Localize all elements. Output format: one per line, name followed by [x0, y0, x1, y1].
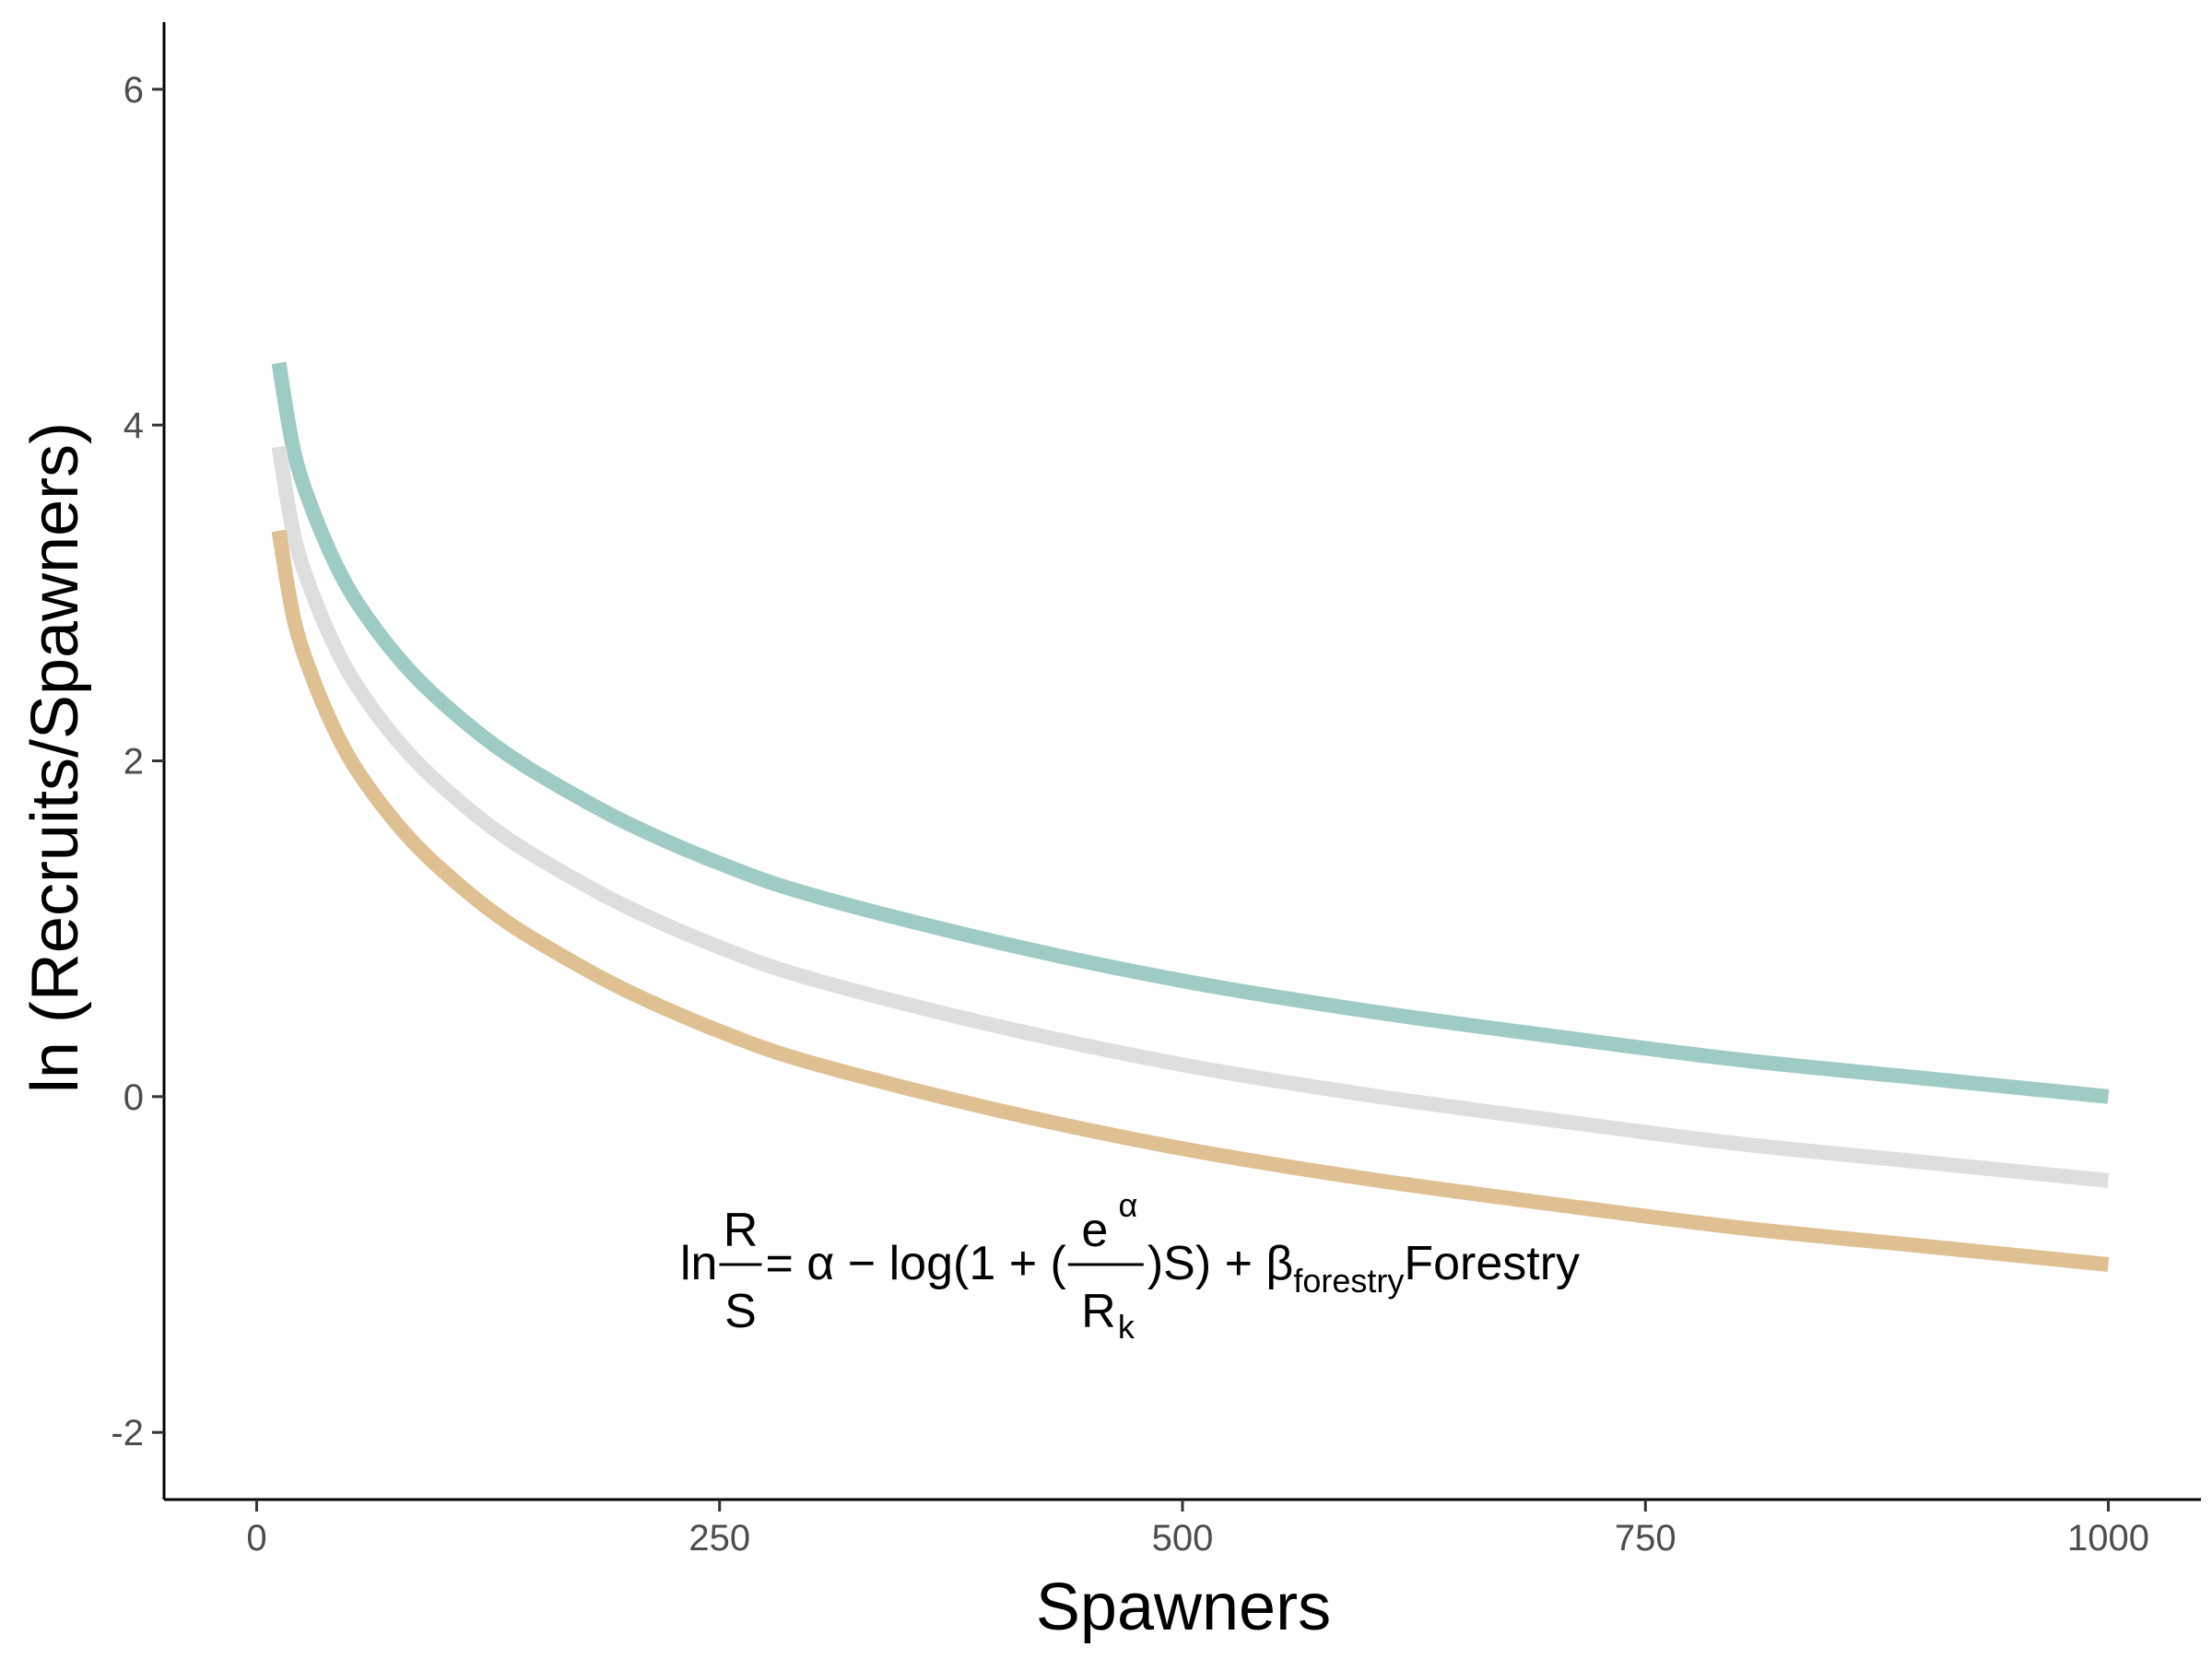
eq-beta-sub: forestry: [1293, 1262, 1404, 1300]
y-tick-label: -2: [111, 1413, 144, 1453]
series-line-2: [271, 445, 2110, 1188]
x-tick-label: 500: [1152, 1518, 1214, 1559]
eq-inner-numerator: e: [1081, 1204, 1108, 1257]
x-tick-label: 250: [688, 1518, 750, 1559]
y-ticks: -2 0 2 4 6: [111, 70, 164, 1453]
eq-frac-numerator: R: [724, 1204, 759, 1257]
eq-inner-numerator-sup: α: [1118, 1186, 1137, 1224]
x-tick-label: 750: [1615, 1518, 1677, 1559]
series-layer: [271, 361, 2110, 1272]
y-axis-title: ln (Recruits/Spawners): [18, 422, 92, 1093]
eq-frac-denominator: S: [724, 1285, 757, 1338]
y-tick-label: 0: [124, 1077, 144, 1118]
x-ticks: 0 250 500 750 1000: [246, 1500, 2149, 1559]
eq-inner-denominator: R: [1081, 1285, 1116, 1338]
series-line-1: [271, 361, 2110, 1104]
y-tick-label: 2: [124, 742, 144, 782]
y-tick-label: 4: [124, 406, 144, 446]
series-line-3: [271, 529, 2110, 1272]
eq-part-1: = α − log(1 + (: [765, 1237, 1066, 1290]
eq-inner-denominator-sub: k: [1118, 1308, 1135, 1346]
x-tick-label: 0: [246, 1518, 266, 1559]
eq-part-2: )S) + β: [1147, 1237, 1294, 1290]
y-tick-label: 6: [124, 70, 144, 111]
eq-part-3: Forestry: [1404, 1237, 1580, 1290]
eq-ln: ln: [680, 1237, 717, 1290]
x-axis-title: Spawners: [1036, 1571, 1331, 1644]
x-tick-label: 1000: [2067, 1518, 2149, 1559]
